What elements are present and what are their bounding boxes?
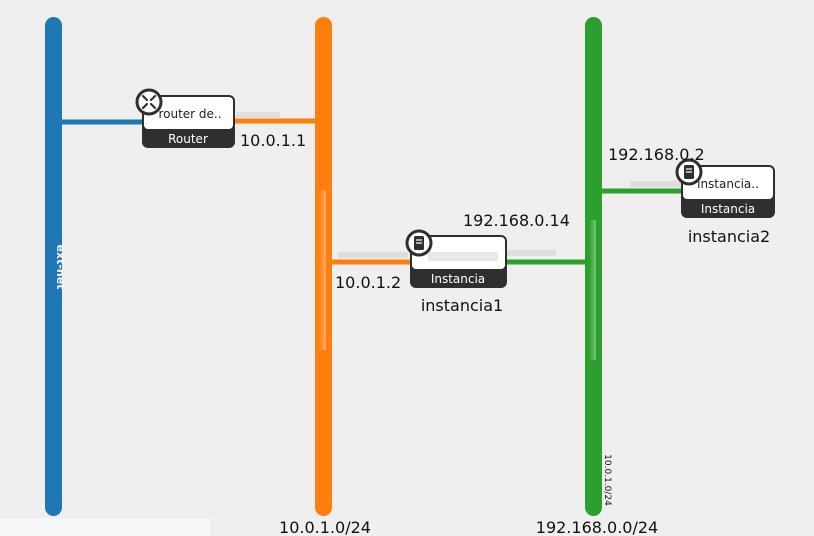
instancia1-type-label: Instancia: [431, 272, 485, 286]
blurred-overlay: [0, 518, 210, 536]
network-shine: [589, 220, 596, 360]
server-icon: [405, 229, 433, 257]
instancia1-node[interactable]: Instancia: [405, 229, 507, 288]
ip-label-instancia1-net1: 10.0.1.2: [335, 273, 401, 292]
ip-label-router-net1: 10.0.1.1: [240, 131, 306, 150]
network-cidr-label: 10.0.1.0/24: [279, 518, 371, 536]
network-ext-net[interactable]: ext-net: [45, 17, 67, 516]
instancia2-node[interactable]: instancia.. Instancia: [675, 158, 775, 218]
link-shadow: [630, 181, 682, 187]
ip-label-instancia2-net2: 192.168.0.2: [608, 145, 705, 164]
network-cidr-label: 192.168.0.0/24: [536, 518, 658, 536]
network-net2[interactable]: 10.0.1.0/24 192.168.0.0/24: [536, 17, 658, 536]
router-title: router de..: [158, 107, 221, 121]
link-shadow: [338, 252, 408, 258]
router-type-label: Router: [168, 132, 208, 146]
instancia1-name: instancia1: [421, 296, 503, 315]
instancia2-type-label: Instancia: [701, 202, 755, 216]
instancia2-title: instancia..: [697, 177, 759, 191]
network-net1[interactable]: 10.0.1.0/24: [279, 17, 371, 536]
router-node[interactable]: router de.. Router: [135, 88, 235, 148]
link-shadow: [506, 250, 556, 256]
network-secondary-cidr: 10.0.1.0/24: [602, 454, 612, 506]
network-name-label: ext-net: [54, 245, 67, 290]
ip-label-instancia1-net2: 192.168.0.14: [463, 211, 570, 230]
router-icon: [135, 88, 163, 116]
node-glow: [428, 252, 498, 261]
network-shine: [319, 190, 326, 350]
link-shadow: [236, 112, 280, 118]
server-icon: [675, 158, 703, 186]
instancia2-name: instancia2: [688, 227, 770, 246]
